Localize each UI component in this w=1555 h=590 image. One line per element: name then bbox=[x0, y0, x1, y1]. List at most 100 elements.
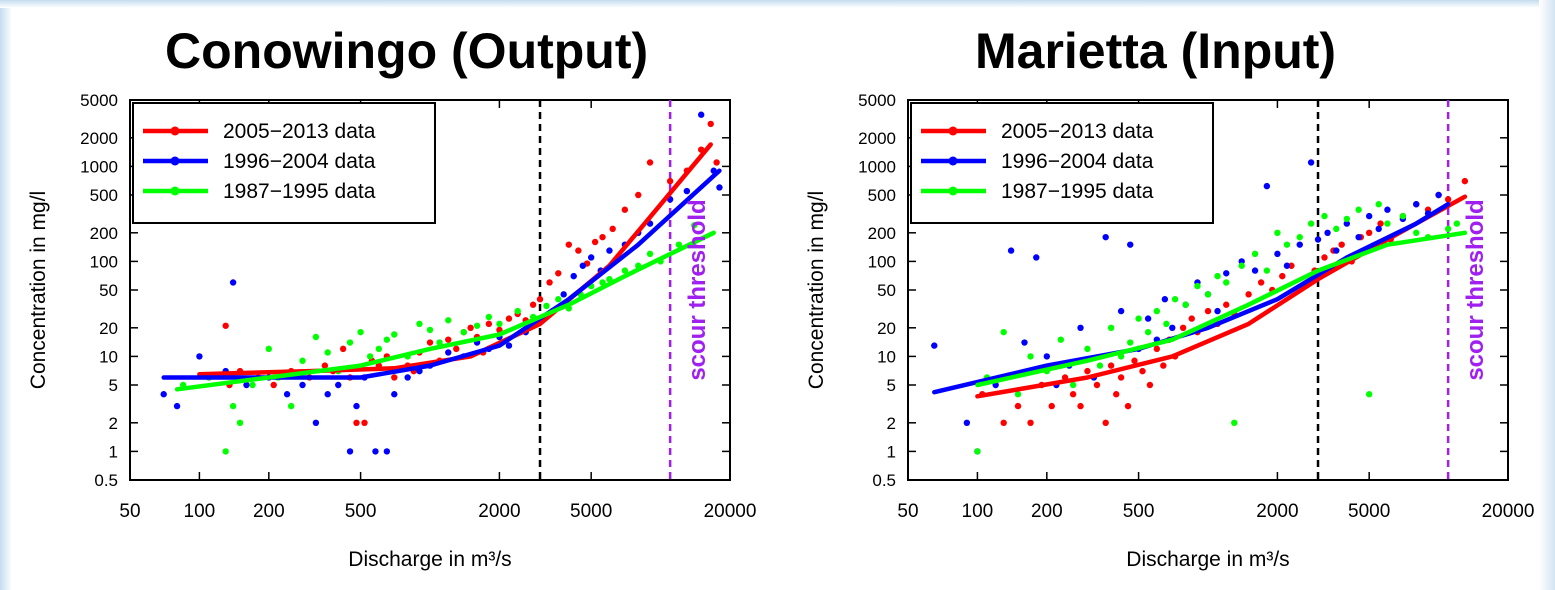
data-point-blue bbox=[1314, 236, 1322, 243]
data-point-blue bbox=[1324, 229, 1331, 237]
data-point-green bbox=[1127, 339, 1134, 346]
data-point-green bbox=[1321, 212, 1328, 220]
data-point-blue bbox=[579, 262, 587, 269]
x-tick-label: 20000 bbox=[704, 501, 757, 522]
data-point-green bbox=[1399, 212, 1407, 220]
data-point-red bbox=[555, 270, 562, 277]
data-point-blue bbox=[312, 419, 320, 427]
data-point-blue bbox=[1355, 233, 1362, 241]
data-point-green bbox=[1171, 296, 1179, 303]
data-point-blue bbox=[1384, 206, 1391, 213]
data-point-red bbox=[361, 419, 368, 427]
data-point-red bbox=[1139, 367, 1146, 375]
data-point-red bbox=[575, 247, 582, 254]
data-point-green bbox=[1223, 279, 1230, 286]
data-point-blue bbox=[1307, 159, 1315, 166]
x-tick-label: 20000 bbox=[1482, 501, 1535, 522]
data-point-red bbox=[1131, 357, 1138, 364]
data-point-green bbox=[1263, 267, 1271, 274]
data-point-green bbox=[1214, 272, 1221, 280]
data-point-green bbox=[460, 328, 467, 336]
data-point-green bbox=[346, 339, 354, 346]
data-point-blue bbox=[1343, 220, 1351, 227]
data-point-red bbox=[707, 120, 714, 128]
data-point-green bbox=[1163, 320, 1170, 328]
x-tick-label: 100 bbox=[184, 501, 216, 522]
data-point-blue bbox=[683, 187, 691, 195]
data-point-red bbox=[529, 301, 537, 308]
data-point-red bbox=[1321, 254, 1328, 261]
data-point-red bbox=[1338, 241, 1345, 248]
y-axis-label: Concentration in mg/l bbox=[27, 191, 50, 389]
data-point-red bbox=[1146, 381, 1154, 389]
legend-label: 2005−2013 data bbox=[223, 120, 376, 143]
data-point-blue bbox=[1413, 201, 1420, 208]
data-point-green bbox=[1204, 291, 1212, 298]
data-point-green bbox=[366, 353, 374, 360]
chart-marietta: 50 100 200 500 2000 5000 20000 0.5 1 2 5 10 20 50 100 2… bbox=[805, 91, 1535, 571]
data-point-red bbox=[453, 345, 460, 353]
legend-label: 1996−2004 data bbox=[1001, 150, 1154, 173]
data-point-blue bbox=[1117, 307, 1125, 315]
y-tick-label: 2 bbox=[109, 414, 118, 433]
data-point-red bbox=[1204, 307, 1212, 315]
data-point-blue bbox=[716, 184, 723, 191]
x-axis-label: Discharge in m³/s bbox=[1126, 548, 1289, 571]
data-point-green bbox=[1194, 282, 1201, 290]
data-point-green bbox=[496, 320, 503, 328]
data-point-blue bbox=[931, 342, 938, 349]
data-point-blue bbox=[283, 391, 291, 398]
data-point-red bbox=[1461, 177, 1469, 185]
y-tick-label: 20 bbox=[877, 319, 896, 338]
data-point-blue bbox=[335, 381, 342, 389]
data-point-red bbox=[1124, 402, 1132, 410]
y-tick-label: 2 bbox=[887, 414, 896, 433]
data-point-blue bbox=[383, 448, 391, 455]
y-tick-label: 5000 bbox=[80, 91, 118, 110]
legend-marker bbox=[170, 156, 180, 166]
data-point-blue bbox=[570, 272, 577, 280]
data-point-red bbox=[222, 322, 229, 329]
legend-label: 1987−1995 data bbox=[1001, 180, 1154, 203]
data-point-green bbox=[1413, 229, 1420, 237]
data-point-green bbox=[1153, 307, 1161, 315]
data-point-green bbox=[1144, 328, 1152, 336]
legend-marker bbox=[948, 126, 958, 136]
data-point-green bbox=[375, 345, 383, 353]
data-point-green bbox=[646, 250, 654, 258]
plot-area bbox=[160, 100, 723, 480]
data-point-green bbox=[416, 320, 423, 328]
data-point-red bbox=[1077, 402, 1084, 410]
data-point-green bbox=[391, 331, 398, 338]
x-axis-label: Discharge in m³/s bbox=[348, 548, 511, 571]
data-point-blue bbox=[196, 353, 203, 360]
data-point-red bbox=[591, 238, 599, 246]
legend-marker bbox=[948, 156, 958, 166]
data-point-green bbox=[1231, 419, 1238, 427]
data-point-red bbox=[445, 336, 452, 343]
data-point-red bbox=[546, 279, 553, 286]
y-tick-label: 20 bbox=[99, 319, 118, 338]
data-point-green bbox=[1084, 345, 1091, 353]
data-point-green bbox=[357, 328, 364, 336]
data-point-blue bbox=[1161, 296, 1169, 303]
y-tick-label: 1000 bbox=[80, 157, 118, 176]
data-point-green bbox=[1375, 201, 1382, 208]
y-tick-label: 5000 bbox=[858, 91, 896, 110]
data-point-blue bbox=[1251, 267, 1259, 274]
legend-label: 1996−2004 data bbox=[223, 150, 376, 173]
y-tick-label: 50 bbox=[877, 281, 896, 300]
y-tick-label: 100 bbox=[90, 252, 118, 271]
data-point-blue bbox=[1007, 247, 1015, 254]
y-tick-label: 5 bbox=[109, 376, 118, 395]
data-point-green bbox=[287, 402, 295, 410]
data-point-green bbox=[265, 345, 273, 353]
data-point-blue bbox=[1263, 182, 1271, 190]
data-point-blue bbox=[1435, 191, 1442, 199]
data-point-red bbox=[321, 362, 329, 369]
data-point-green bbox=[1283, 241, 1291, 248]
y-tick-label: 0.5 bbox=[872, 471, 896, 490]
data-point-blue bbox=[1283, 262, 1291, 269]
data-point-blue bbox=[391, 391, 398, 398]
y-tick-label: 50 bbox=[99, 281, 118, 300]
